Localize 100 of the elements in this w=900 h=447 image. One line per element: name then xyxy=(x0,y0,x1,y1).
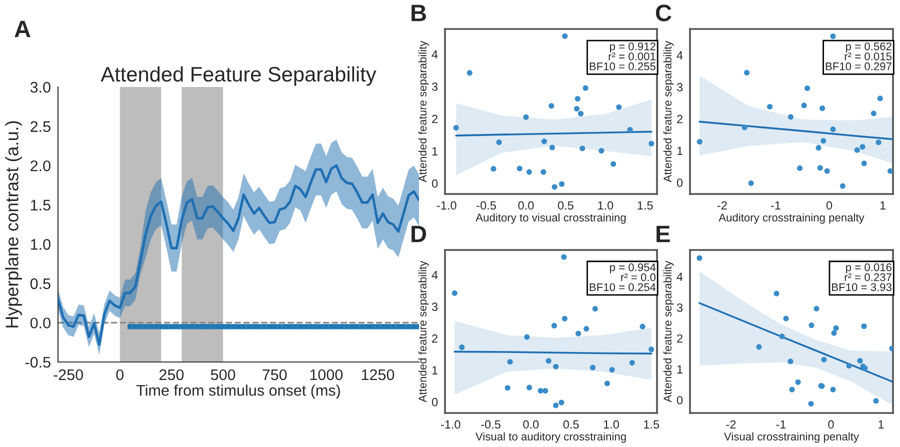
point xyxy=(756,344,762,350)
point xyxy=(861,160,867,166)
y-tick-label: 0 xyxy=(676,178,683,187)
point xyxy=(576,330,582,336)
y-tick-label: 0.5 xyxy=(30,278,50,290)
point xyxy=(558,181,564,187)
point xyxy=(860,144,866,150)
point xyxy=(779,334,785,340)
x-tick-label: -250 xyxy=(54,369,84,380)
point xyxy=(540,169,546,175)
x-tick-label: -0.5 xyxy=(476,201,496,210)
y-tick-label: 4 xyxy=(676,272,683,281)
point xyxy=(452,290,458,296)
x-tick-label: -1.0 xyxy=(440,420,460,429)
y-tick-label: 3 xyxy=(432,302,438,311)
point xyxy=(801,102,807,108)
x-axis-title: Visual to auditory crosstraining xyxy=(475,432,626,443)
point xyxy=(552,184,558,190)
point xyxy=(870,110,876,116)
y-tick-label: 2 xyxy=(432,114,438,124)
point xyxy=(648,346,654,352)
x-tick-label: 1.0 xyxy=(604,420,619,429)
annotation: p = 0.562 r² = 0.015 BF10 = 0.297 xyxy=(826,42,892,70)
point xyxy=(580,146,586,152)
point xyxy=(553,402,559,408)
point xyxy=(846,362,852,369)
point xyxy=(551,322,557,328)
point xyxy=(629,360,635,366)
point xyxy=(774,290,780,296)
point xyxy=(590,364,596,370)
point xyxy=(783,316,789,322)
point xyxy=(877,96,883,102)
y-tick-label: 0 xyxy=(432,398,438,406)
point xyxy=(808,322,814,328)
point xyxy=(548,103,554,109)
point xyxy=(538,388,544,394)
point xyxy=(526,169,532,175)
point xyxy=(876,140,882,146)
x-tick-label: 1 xyxy=(880,201,886,210)
point xyxy=(888,168,893,174)
y-tick-label: 0.0 xyxy=(30,318,50,328)
point xyxy=(696,255,702,261)
annotation: p = 0.954 r² = 0.0 BF10 = 0.254 xyxy=(590,263,656,292)
point xyxy=(574,96,580,102)
point xyxy=(592,306,598,312)
point xyxy=(788,358,794,364)
y-tick-label: 4 xyxy=(432,270,438,280)
point xyxy=(598,148,604,154)
y-tick-label: 3.0 xyxy=(30,82,50,93)
x-tick-label: 750 xyxy=(262,369,287,380)
y-tick-label: 1 xyxy=(432,147,438,156)
point xyxy=(816,145,822,151)
y-tick-label: 2 xyxy=(677,114,682,124)
x-tick-label: 0.5 xyxy=(563,420,579,429)
point xyxy=(821,356,827,362)
x-tick-label: 250 xyxy=(159,369,184,380)
x-tick-label: 1250 xyxy=(362,369,394,380)
point xyxy=(584,326,590,332)
x-tick-label: -2 xyxy=(726,420,736,428)
text: A xyxy=(14,20,30,38)
y-tick-label: 0 xyxy=(432,179,438,188)
point xyxy=(523,114,529,120)
y-tick-label: 3 xyxy=(676,303,683,312)
x-axis-title: Auditory to visual crosstraining xyxy=(476,213,626,224)
x-tick-label: 0 xyxy=(828,420,834,429)
y-tick-label: 2 xyxy=(432,334,438,343)
x-tick-label: 0 xyxy=(116,369,124,380)
point xyxy=(824,168,830,174)
point xyxy=(795,379,801,385)
y-tick-label: 3 xyxy=(432,82,438,91)
point xyxy=(861,323,867,330)
point xyxy=(526,384,532,390)
y-tick-label: 3 xyxy=(676,83,683,92)
point xyxy=(459,344,465,350)
x-tick-label: 500 xyxy=(210,369,236,380)
point xyxy=(542,388,548,394)
annotation: p = 0.016 r² = 0.237 BF10 = 3.93 xyxy=(832,263,892,292)
x-tick-label: -0.5 xyxy=(481,420,500,429)
point xyxy=(833,325,839,331)
text: B xyxy=(412,4,426,22)
x-tick-label: 0.5 xyxy=(558,201,574,210)
point xyxy=(854,147,860,153)
point xyxy=(496,140,502,146)
point xyxy=(830,126,836,132)
point xyxy=(504,385,510,391)
y-tick-label: 4 xyxy=(676,51,683,60)
annotation: p = 0.912 r² = 0.001 BF10 = 0.255 xyxy=(590,42,656,70)
point xyxy=(814,306,820,312)
x-tick-label: 1.5 xyxy=(644,420,660,429)
x-axis-title: Time from stimulus onset (ms) xyxy=(136,384,340,399)
point xyxy=(609,367,615,373)
point xyxy=(696,138,702,145)
y-tick-label: 2.0 xyxy=(30,160,50,172)
point xyxy=(797,165,803,171)
y-tick-label: 2 xyxy=(677,334,682,343)
x-axis-title: Visual crosstraining penalty xyxy=(724,432,860,443)
point xyxy=(648,140,654,146)
point xyxy=(748,180,754,186)
x-tick-label: 1 xyxy=(878,420,884,428)
point xyxy=(789,386,795,392)
